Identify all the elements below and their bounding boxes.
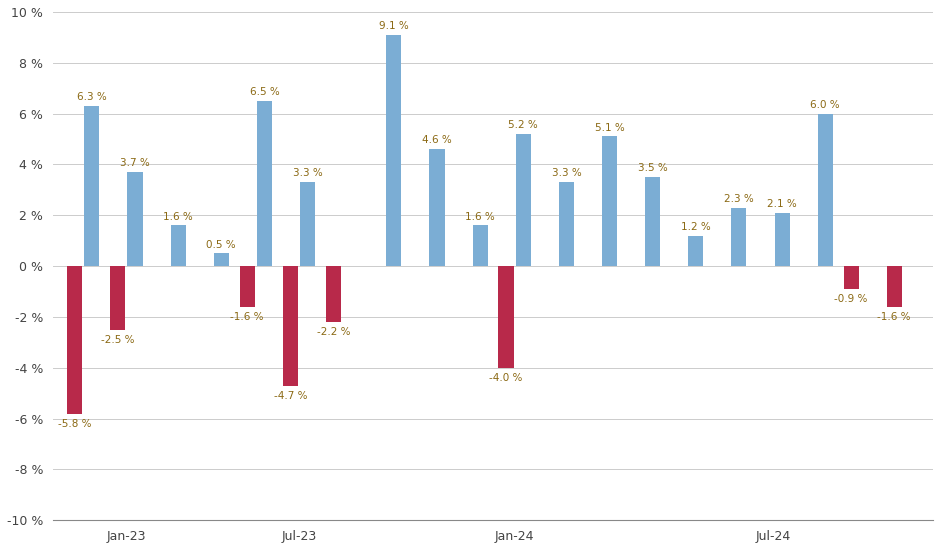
Bar <box>128 172 143 266</box>
Text: -1.6 %: -1.6 % <box>230 312 264 322</box>
Bar <box>326 266 341 322</box>
Bar <box>645 177 660 266</box>
Text: 1.6 %: 1.6 % <box>164 212 193 222</box>
Text: -4.7 %: -4.7 % <box>274 390 307 401</box>
Text: 2.1 %: 2.1 % <box>767 199 797 209</box>
Bar <box>775 213 790 266</box>
Text: 6.3 %: 6.3 % <box>77 92 107 102</box>
Bar <box>731 208 746 266</box>
Text: 3.3 %: 3.3 % <box>292 168 322 178</box>
Text: -0.9 %: -0.9 % <box>835 294 868 304</box>
Bar <box>498 266 513 368</box>
Text: 1.6 %: 1.6 % <box>465 212 495 222</box>
Bar <box>688 235 703 266</box>
Bar <box>110 266 125 329</box>
Text: 4.6 %: 4.6 % <box>422 135 452 145</box>
Bar <box>213 254 228 266</box>
Text: 2.3 %: 2.3 % <box>724 194 754 204</box>
Text: 5.2 %: 5.2 % <box>509 120 538 130</box>
Text: 3.3 %: 3.3 % <box>552 168 581 178</box>
Bar <box>283 266 298 386</box>
Bar <box>67 266 82 414</box>
Text: 9.1 %: 9.1 % <box>379 21 409 31</box>
Bar <box>300 182 315 266</box>
Text: 6.5 %: 6.5 % <box>249 87 279 97</box>
Text: -2.5 %: -2.5 % <box>101 335 134 345</box>
Text: -5.8 %: -5.8 % <box>58 419 91 428</box>
Bar <box>85 106 100 266</box>
Text: -2.2 %: -2.2 % <box>317 327 351 337</box>
Text: 0.5 %: 0.5 % <box>207 240 236 250</box>
Bar <box>257 101 272 266</box>
Bar <box>516 134 531 266</box>
Bar <box>559 182 574 266</box>
Text: -1.6 %: -1.6 % <box>877 312 911 322</box>
Bar <box>386 35 401 266</box>
Text: -4.0 %: -4.0 % <box>490 373 523 383</box>
Bar <box>602 136 617 266</box>
Text: 3.7 %: 3.7 % <box>120 158 149 168</box>
Bar <box>843 266 858 289</box>
Bar <box>473 226 488 266</box>
Bar <box>430 149 445 266</box>
Text: 3.5 %: 3.5 % <box>637 163 667 173</box>
Bar <box>240 266 255 307</box>
Text: 1.2 %: 1.2 % <box>681 222 711 232</box>
Bar <box>818 114 833 266</box>
Bar <box>170 226 186 266</box>
Text: 5.1 %: 5.1 % <box>595 123 624 133</box>
Text: 6.0 %: 6.0 % <box>810 100 840 110</box>
Bar <box>886 266 901 307</box>
